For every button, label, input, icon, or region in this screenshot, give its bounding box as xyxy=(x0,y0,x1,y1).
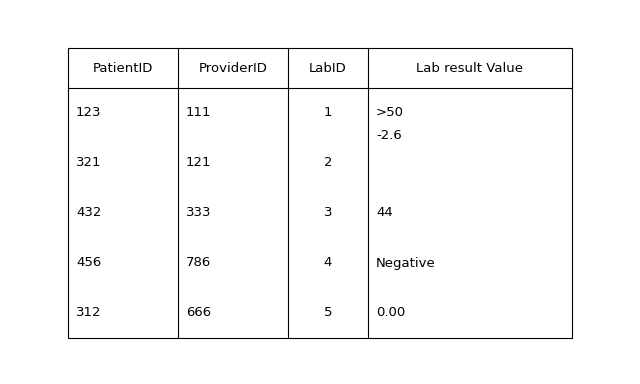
Text: Lab result Value: Lab result Value xyxy=(417,61,524,74)
Text: >50: >50 xyxy=(376,106,404,119)
Text: 44: 44 xyxy=(376,207,393,220)
Text: 2: 2 xyxy=(324,157,332,169)
Text: 4: 4 xyxy=(324,257,332,270)
Text: 786: 786 xyxy=(186,257,211,270)
Text: 121: 121 xyxy=(186,157,211,169)
Text: 321: 321 xyxy=(76,157,102,169)
Text: Negative: Negative xyxy=(376,257,436,270)
Text: LabID: LabID xyxy=(309,61,347,74)
Text: 312: 312 xyxy=(76,306,102,319)
Text: 666: 666 xyxy=(186,306,211,319)
Text: -2.6: -2.6 xyxy=(376,129,402,142)
Text: 0.00: 0.00 xyxy=(376,306,405,319)
Text: 333: 333 xyxy=(186,207,211,220)
Text: ProviderID: ProviderID xyxy=(198,61,268,74)
Text: PatientID: PatientID xyxy=(93,61,153,74)
Text: 123: 123 xyxy=(76,106,102,119)
Text: 3: 3 xyxy=(324,207,332,220)
Text: 111: 111 xyxy=(186,106,211,119)
Text: 5: 5 xyxy=(324,306,332,319)
Text: 432: 432 xyxy=(76,207,101,220)
Text: 1: 1 xyxy=(324,106,332,119)
Text: 456: 456 xyxy=(76,257,101,270)
Bar xyxy=(68,48,572,338)
